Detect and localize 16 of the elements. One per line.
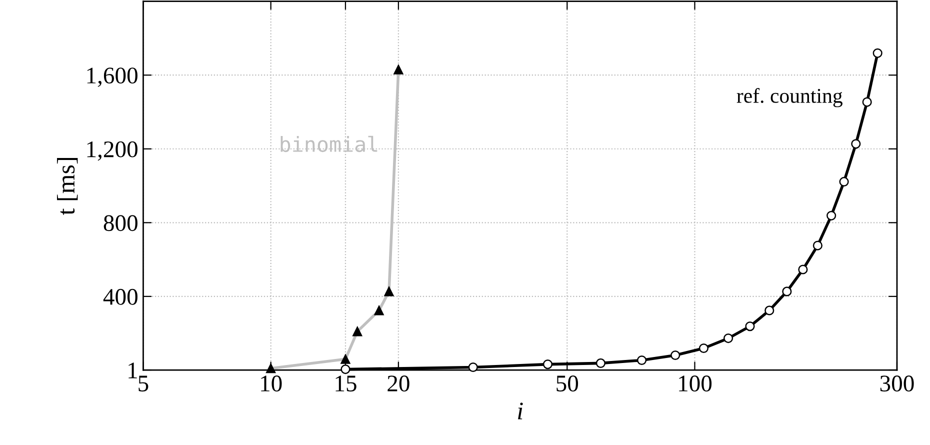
x-axis-title: i <box>518 402 523 420</box>
y-tick-label: 1,600 <box>87 68 138 87</box>
x-tick-label: 300 <box>880 376 914 392</box>
y-tick-label: 400 <box>103 288 138 305</box>
x-tick-label: 100 <box>679 376 712 392</box>
series-label: binomial <box>280 136 378 152</box>
series-label: ref. counting <box>736 88 842 108</box>
x-tick-label: 10 <box>261 376 282 392</box>
x-tick-label: 20 <box>388 376 410 392</box>
x-tick-label: 5 <box>138 376 148 392</box>
y-tick-label: 800 <box>104 215 138 232</box>
y-tick-label: 1,200 <box>87 141 138 161</box>
y-tick-label: 1 <box>128 362 137 378</box>
y-axis-title: t [ms] <box>57 158 78 215</box>
x-tick-label: 50 <box>556 376 578 392</box>
x-tick-label: 15 <box>336 376 356 392</box>
